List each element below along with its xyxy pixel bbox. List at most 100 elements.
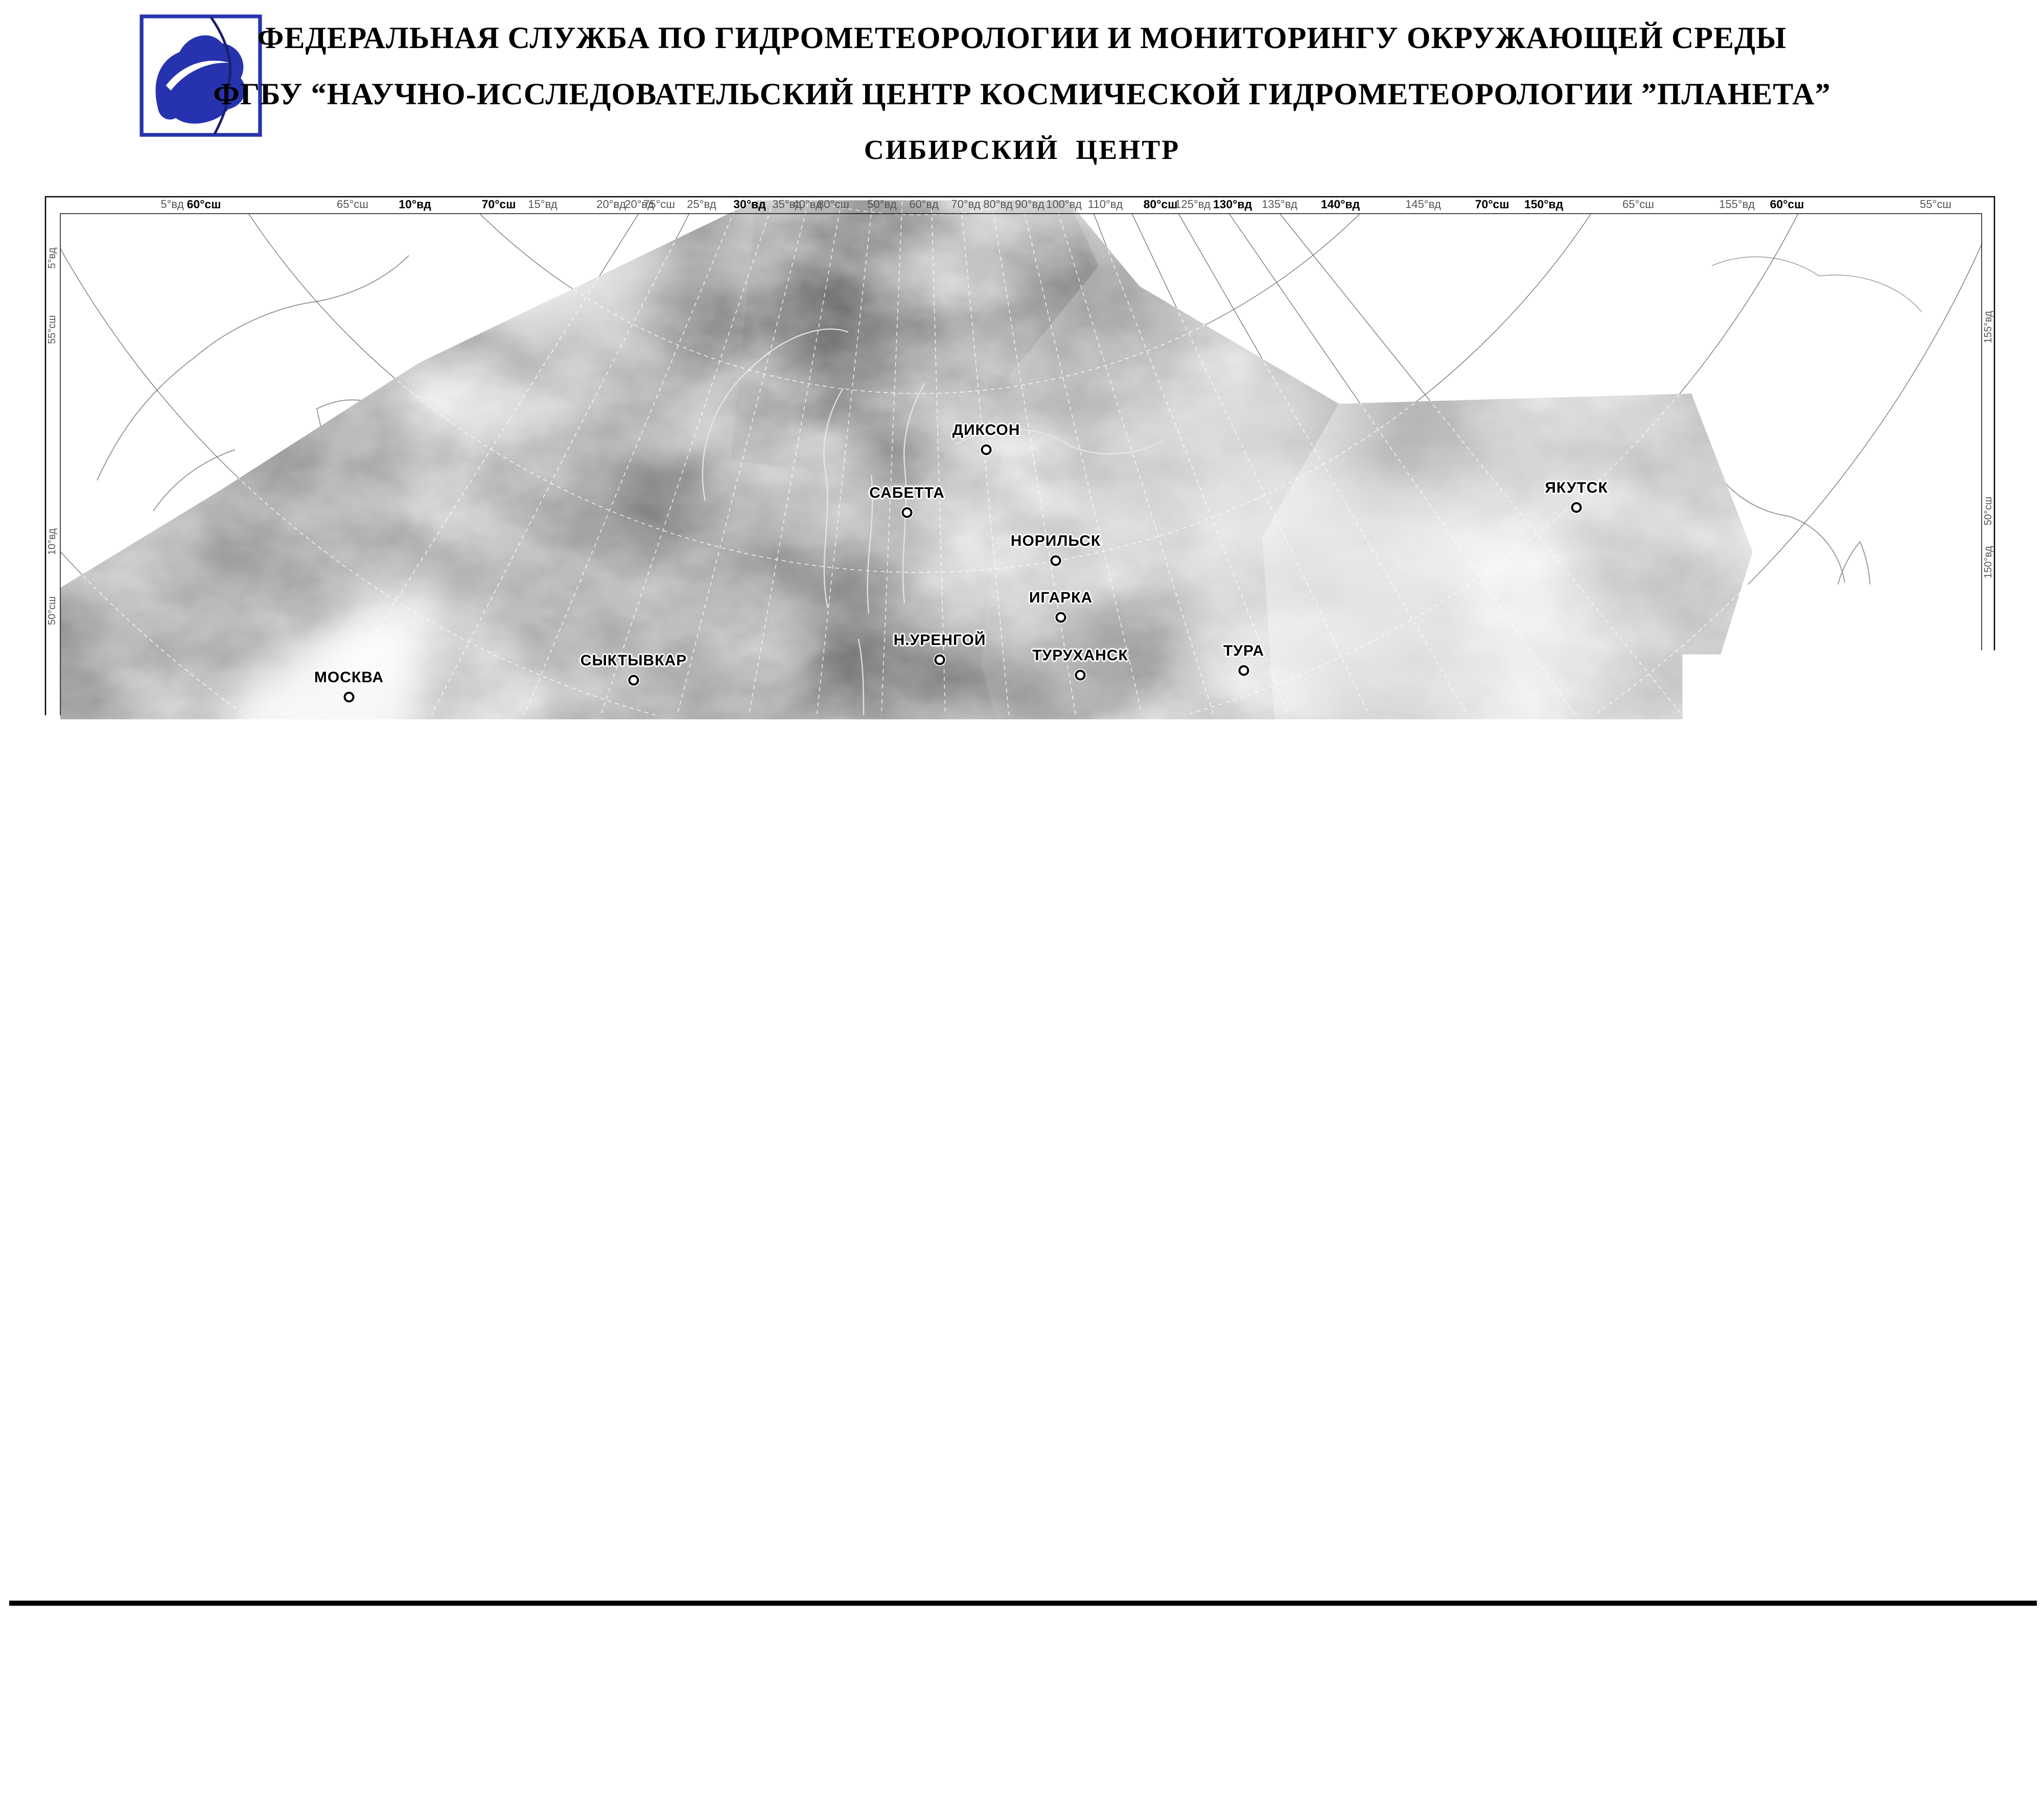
contact-line: Факс (383) 363-46-05 bbox=[15, 1697, 224, 1714]
city-marker-ЧЕЛЯБИНСК bbox=[691, 921, 702, 932]
grid-label: 65°вд bbox=[539, 1589, 568, 1601]
city-label-ДУШАНБЕ: ДУШАНБЕ bbox=[647, 1419, 730, 1437]
city-marker-НОРИЛЬСК bbox=[1051, 556, 1061, 566]
grid-label: 145°вд bbox=[1405, 199, 1441, 210]
contact-line: Сибирский центр bbox=[15, 1613, 224, 1630]
city-label-ТУРУХАНСК: ТУРУХАНСК bbox=[1032, 647, 1128, 664]
grid-label: 50°сш bbox=[1983, 497, 1993, 525]
city-marker-УЛАН-БАТОР bbox=[1510, 1056, 1521, 1067]
city-label-БАЙКИТ: БАЙКИТ bbox=[1169, 741, 1235, 758]
grid-label: 55°сш bbox=[47, 315, 57, 344]
city-label-АБАКАН: АБАКАН bbox=[1133, 1014, 1200, 1032]
city-marker-БАЙКИТ bbox=[1197, 764, 1207, 774]
stamp-iso-line2: 9001 bbox=[1984, 1763, 2005, 1773]
contact-line: E-mail: alexk@rcpod.ru bbox=[15, 1714, 224, 1731]
grid-label: 30°вд bbox=[733, 199, 766, 211]
timestamp-line: МЕТОР 09.01.2026 07:02 GMT bbox=[1692, 1703, 1981, 1727]
city-label-МОСКВА: МОСКВА bbox=[314, 669, 384, 686]
city-marker-ТОМСК bbox=[1059, 926, 1070, 937]
grid-label: 20°вд bbox=[47, 1160, 57, 1186]
satellite-imagery bbox=[60, 187, 1753, 1607]
city-label-ВАНАВАРА: ВАНАВАРА bbox=[1243, 738, 1332, 755]
grid-label: 70°вд bbox=[951, 199, 981, 210]
stamp-iso-line1: ИСО bbox=[1984, 1754, 2005, 1764]
city-marker-КРАСНОЯРСК bbox=[1188, 919, 1198, 930]
city-label-ЧЕЛЯБИНСК: ЧЕЛЯБИНСК bbox=[672, 902, 773, 919]
city-marker-СЫКТЫВКАР bbox=[629, 675, 639, 686]
grid-label: 15°вд bbox=[528, 199, 558, 210]
city-label-С.ЕНИСЕЙСК: С.ЕНИСЕЙСК bbox=[1135, 781, 1240, 799]
page: ФЕДЕРАЛЬНАЯ СЛУЖБА ПО ГИДРОМЕТЕОРОЛОГИИ … bbox=[0, 0, 2044, 1803]
grid-label: 55°сш bbox=[1920, 199, 1952, 210]
grid-label: 35°сш bbox=[1983, 1519, 1993, 1547]
grid-label: 110°вд bbox=[1866, 1589, 1901, 1601]
grid-label: 150°вд bbox=[1524, 199, 1563, 211]
grid-label: 70°вд bbox=[683, 1589, 715, 1601]
city-marker-САБЕТТА bbox=[902, 507, 913, 518]
city-marker-ЧИТА bbox=[1566, 884, 1577, 894]
city-label-ЯКУТСК: ЯКУТСК bbox=[1545, 479, 1608, 497]
grid-label: 155°вд bbox=[1983, 311, 1993, 343]
map-canvas bbox=[0, 0, 2044, 1803]
city-marker-ЕКАТЕРИНБУРГ bbox=[658, 863, 668, 873]
grid-label: 10°вд bbox=[399, 199, 431, 211]
iso-9001-stamp: ДОБРОСОВЕСТНЫЙ ПОСТАВЩИК ИСО 9001 -2015 bbox=[1965, 1729, 2042, 1801]
grid-label: 25°вд bbox=[47, 1474, 57, 1500]
grid-label: 50°вд bbox=[867, 199, 897, 210]
grid-label: 45°сш bbox=[1983, 819, 1993, 847]
city-marker-ДУШАНБЕ bbox=[683, 1442, 694, 1453]
grid-label: 40°сш bbox=[47, 1228, 57, 1256]
grid-label: 140°вд bbox=[1983, 1144, 1993, 1176]
city-marker-БИШКЕК bbox=[838, 1331, 849, 1342]
separator-bar bbox=[9, 1601, 2037, 1606]
city-marker-ЯКУТСК bbox=[1571, 502, 1582, 513]
city-marker-АБАКАН bbox=[1162, 1001, 1172, 1011]
grid-label: 10°вд bbox=[47, 528, 57, 555]
city-marker-АСТАНА bbox=[826, 1073, 837, 1084]
grid-label: 150°вд bbox=[1983, 546, 1993, 578]
city-marker-МОСКВА bbox=[344, 692, 355, 703]
grid-label: 90°вд bbox=[1238, 1589, 1270, 1601]
grid-label: 130°вд bbox=[1213, 199, 1252, 211]
city-marker-ИРКУТСК bbox=[1406, 972, 1417, 983]
city-marker-ХАБАРОВСК bbox=[1902, 684, 1913, 695]
contact-line: ФГБУ «НИЦ «ПЛАНЕТА» bbox=[15, 1630, 224, 1647]
city-marker-ТАШКЕНТ bbox=[705, 1363, 715, 1374]
grid-label: 125°вд bbox=[1175, 199, 1211, 210]
grid-label: 20°вд bbox=[596, 199, 626, 210]
grid-label: 110°вд bbox=[1088, 199, 1123, 210]
grid-label: 25°вд bbox=[687, 199, 716, 210]
city-marker-КОДИНСК bbox=[1268, 845, 1279, 856]
grid-label: 130°вд bbox=[1983, 1565, 1993, 1598]
grid-label: 100°вд bbox=[1046, 199, 1082, 210]
city-label-АСТАНА: АСТАНА bbox=[798, 1050, 864, 1068]
grid-label: 75°вд bbox=[823, 1589, 852, 1601]
city-marker-КЫЗЫЛ bbox=[1246, 1036, 1257, 1047]
grid-label: 5°вд bbox=[160, 199, 183, 210]
stamp-iso-line3: -2015 bbox=[1983, 1772, 2006, 1783]
grid-label: 45°сш bbox=[47, 918, 57, 947]
city-marker-УЛАН-УДЭ bbox=[1481, 950, 1492, 961]
grid-label: 70°сш bbox=[482, 199, 516, 211]
city-label-ЕКАТЕРИНБУРГ: ЕКАТЕРИНБУРГ bbox=[599, 840, 727, 857]
grid-label: 60°сш bbox=[1770, 199, 1804, 211]
grid-label: 80°вд bbox=[958, 1589, 991, 1601]
city-marker-ОМСК bbox=[860, 958, 871, 968]
city-marker-ВАНАВАРА bbox=[1283, 761, 1293, 772]
city-label-ДИКСОН: ДИКСОН bbox=[953, 422, 1020, 439]
grid-label: 30°сш bbox=[1730, 1589, 1764, 1601]
contact-line: Россия, 630099, г. Новосибирск bbox=[15, 1647, 224, 1663]
acquisition-timestamps: МЕТОР 09.01.2026 03:40 GMT МЕТОР 09.01.20… bbox=[1692, 1654, 1981, 1727]
city-label-ТОМСК: ТОМСК bbox=[1036, 903, 1093, 920]
city-label-ЧИТА: ЧИТА bbox=[1550, 861, 1593, 878]
montage-subtitle: ( AVHRR 10,3 - 11,3 мкм ) bbox=[903, 1742, 1201, 1771]
city-label-НОВОСИБИРСК: НОВОСИБИРСК bbox=[1001, 944, 1127, 961]
grid-label: 15°вд bbox=[47, 850, 57, 877]
city-label-ИГАРКА: ИГАРКА bbox=[1029, 589, 1093, 607]
city-label-ТАШКЕНТ: ТАШКЕНТ bbox=[670, 1340, 749, 1357]
city-marker-Н.УРЕНГОЙ bbox=[935, 655, 945, 665]
grid-label: 65°сш bbox=[1622, 199, 1654, 210]
grid-label: 60°вд bbox=[909, 199, 939, 210]
city-label-АШХАБАД: АШХАБАД bbox=[394, 1363, 479, 1380]
city-label-СЫКТЫВКАР: СЫКТЫВКАР bbox=[580, 652, 687, 669]
